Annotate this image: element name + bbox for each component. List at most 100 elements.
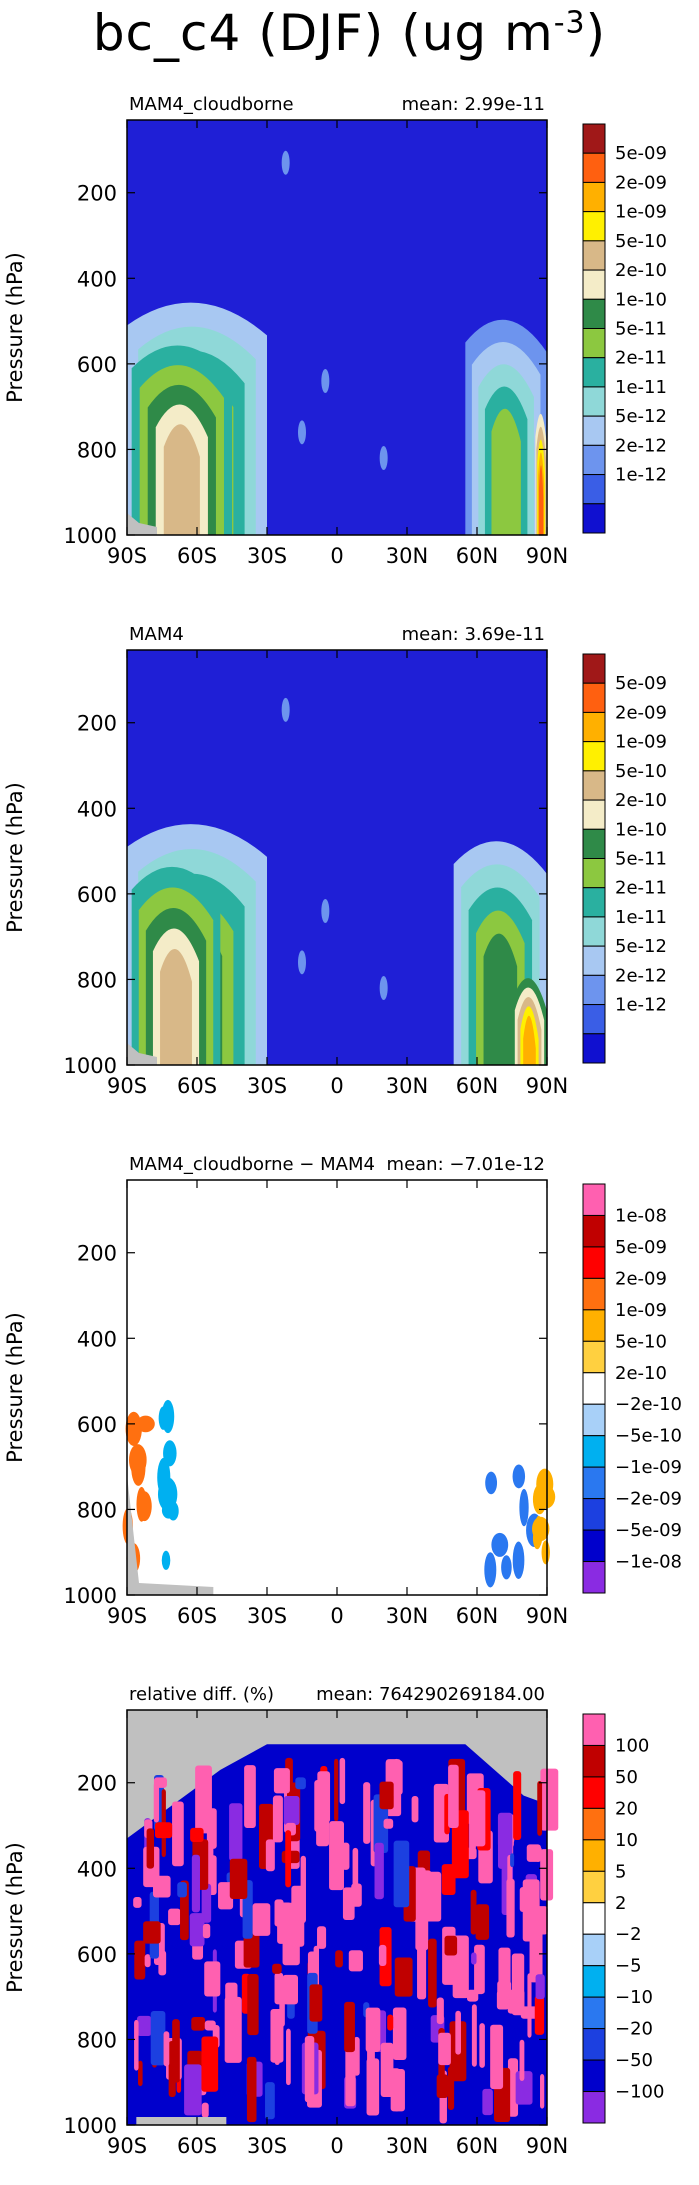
field-blob (161, 1550, 171, 1570)
field-blob (282, 1974, 299, 2005)
panel-title: MAM4_cloudborne (129, 94, 294, 115)
field-blob (417, 1942, 427, 2000)
colorbar-box (582, 1309, 606, 1342)
colorbar-box (582, 1340, 606, 1374)
colorbar-label: 5e-10 (615, 1331, 667, 1352)
x-tick-label: 90N (526, 2134, 568, 2158)
colorbar-label: 5e-10 (615, 231, 667, 252)
x-tick-label: 0 (330, 544, 343, 568)
colorbar-box (582, 1214, 606, 1248)
field-blob (133, 1897, 142, 1908)
colorbar-label: −2 (615, 1924, 642, 1945)
panel-mean: mean: 764290269184.00 (316, 1684, 545, 1705)
colorbar-box (582, 1807, 606, 1841)
colorbar-label: −10 (615, 1987, 653, 2008)
field-blob (247, 1973, 259, 2036)
y-tick-label: 1000 (64, 1584, 117, 1608)
colorbar-label: 1e-09 (615, 1300, 667, 1321)
colorbar-box (582, 1902, 606, 1935)
field-blob (204, 1961, 221, 1997)
field-blob (136, 2015, 152, 2036)
field-blob (540, 1768, 559, 1831)
field-blob (482, 2088, 493, 2116)
colorbar-label: 2e-11 (615, 348, 667, 369)
panel-mean: mean: 2.99e-11 (402, 94, 545, 115)
colorbar-label: 2e-12 (615, 435, 667, 456)
field-blob (470, 1889, 477, 1935)
field-blob (339, 1757, 346, 1805)
field-blob (380, 2042, 394, 2097)
colorbar-label: 5e-10 (615, 761, 667, 782)
field-blob (393, 1758, 399, 1799)
colorbar-label: 1e-09 (615, 732, 667, 753)
colorbar-box (582, 1498, 606, 1531)
field-blob (344, 2001, 355, 2053)
colorbar-box (582, 682, 606, 713)
x-tick-label: 90S (107, 1604, 147, 1628)
field-blob (168, 1908, 181, 1926)
field-blob (379, 975, 388, 1000)
panel-title: MAM4_cloudborne − MAM4 (129, 1154, 375, 1175)
colorbar-label: −5 (615, 1956, 642, 1977)
field-blob (167, 1501, 179, 1521)
field-blob (466, 1989, 479, 2002)
colorbar-label: 1e-09 (615, 202, 667, 223)
field-blob (378, 1944, 387, 1967)
x-tick-label: 30S (247, 1074, 287, 1098)
colorbar-label: −2e-10 (615, 1394, 682, 1415)
field-blob (229, 1858, 248, 1900)
colorbar-label: 5e-12 (615, 406, 667, 427)
x-tick-label: 30N (386, 1074, 428, 1098)
chart-svg: MAM4 mean: 3.69e-11 90S 60S 30S 0 30N 60N 90N 200… (3, 624, 667, 1098)
panel-difference: MAM4_cloudborne − MAM4 mean: −7.01e-12 90S… (0, 1135, 699, 1655)
colorbar-box (582, 386, 606, 417)
field-blob (272, 1963, 282, 1974)
y-tick-label: 800 (77, 1498, 117, 1522)
field-blob (392, 2007, 407, 2061)
field-blob (379, 445, 388, 470)
field-blob (144, 1954, 151, 1968)
field-blob (444, 1935, 458, 1956)
colorbar-label: 1e-12 (615, 465, 667, 486)
colorbar-label: 1e-11 (615, 907, 667, 928)
field-blob (471, 1952, 477, 1965)
title-variable: bc_c4 (92, 4, 242, 62)
colorbar-label: 20 (615, 1798, 638, 1819)
field-blob (379, 1781, 394, 1810)
field-blob (229, 1803, 243, 1861)
field-blob (300, 1855, 306, 1924)
field-blob (138, 2060, 143, 2087)
field-blob (334, 1758, 339, 1822)
colorbar-box (582, 741, 606, 772)
colorbar-box (582, 123, 606, 154)
colorbar-box (582, 1183, 606, 1216)
field-blob (506, 1878, 515, 1938)
field-blob (475, 1904, 490, 1940)
y-tick-label: 600 (77, 883, 117, 907)
field-blob (537, 1781, 543, 1836)
field-blob (154, 1822, 173, 1839)
y-axis-label: Pressure (hPa) (3, 1312, 27, 1463)
field-blob (507, 1989, 525, 2014)
contour-band (539, 465, 544, 535)
x-tick-label: 0 (330, 1074, 343, 1098)
panel-mam4-cloudborne: MAM4_cloudborne mean: 2.99e-11 90S 60S 30S 0 3… (0, 75, 699, 595)
colorbar-box (582, 1372, 606, 1405)
field-blob (540, 2073, 545, 2109)
field-blob (352, 1847, 359, 1888)
field-blob (168, 2041, 176, 2097)
page-title: bc_c4 (DJF) (ug m-3) (0, 4, 699, 62)
colorbar-label: 2 (615, 1893, 626, 1914)
field-blob (383, 1818, 394, 1829)
field-blob (204, 2020, 216, 2031)
panel-title: MAM4 (129, 624, 184, 645)
y-axis-label: Pressure (hPa) (3, 782, 27, 933)
field-blob (374, 1842, 384, 1900)
panel-mean: mean: 3.69e-11 (402, 624, 545, 645)
colorbar-box (582, 653, 606, 684)
y-tick-label: 1000 (64, 524, 117, 548)
colorbar-box (582, 799, 606, 830)
colorbar-box (582, 711, 606, 743)
field-blob (491, 1532, 509, 1557)
panel-relative-diff: relative diff. (%) mean: 764290269184.00 9… (0, 1665, 699, 2185)
